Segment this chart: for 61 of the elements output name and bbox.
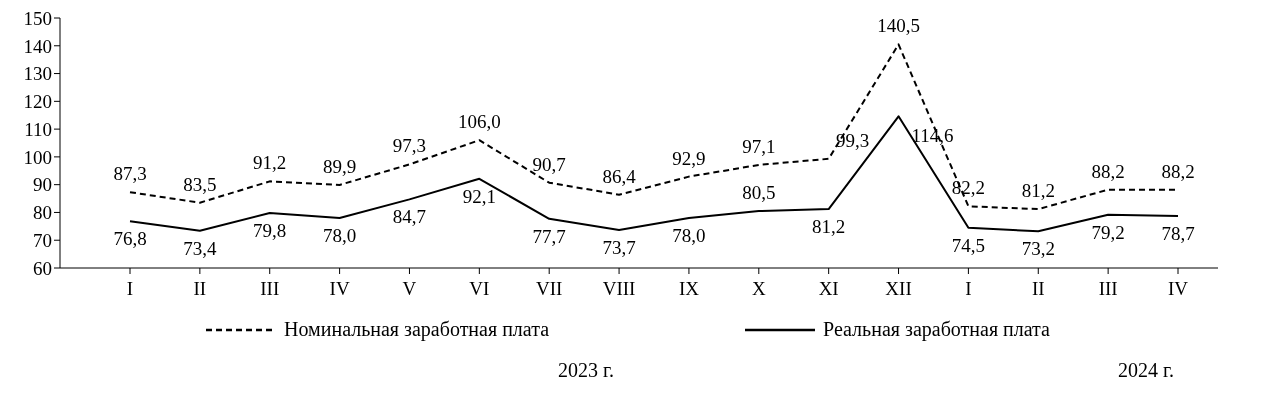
y-tick-label: 120 (23, 91, 52, 113)
data-label: 73,4 (183, 237, 217, 259)
data-label: 87,3 (113, 163, 147, 185)
x-tick-label: XII (885, 278, 912, 300)
x-tick-label: VI (469, 278, 490, 300)
legend-label: Номинальная заработная плата (284, 318, 550, 341)
data-label: 92,1 (462, 185, 496, 207)
data-label: 74,5 (951, 234, 986, 256)
data-label: 92,9 (672, 147, 706, 169)
y-tick-label: 70 (33, 229, 52, 251)
x-tick-label: XI (818, 278, 839, 300)
x-tick-label: IV (329, 278, 350, 300)
data-label: 86,4 (602, 165, 637, 187)
x-tick-label: X (751, 278, 766, 300)
data-label: 90,7 (532, 153, 566, 175)
y-tick-label: 150 (23, 7, 52, 29)
data-label: 80,5 (742, 182, 776, 204)
data-label: 84,7 (392, 206, 427, 228)
x-tick-label: IX (678, 278, 700, 300)
y-tick-label: 110 (24, 118, 52, 140)
data-label: 73,2 (1021, 238, 1055, 260)
data-label: 81,2 (1021, 180, 1055, 202)
data-label: 77,7 (532, 225, 566, 247)
data-label: 76,8 (113, 228, 147, 250)
text: 2024 г. (1118, 359, 1174, 382)
data-label: 81,2 (812, 216, 846, 238)
x-tick-label: IV (1167, 278, 1189, 300)
x-tick-label: III (260, 278, 280, 300)
x-tick-label: II (1031, 278, 1045, 300)
legend-label: Реальная заработная плата (823, 318, 1050, 341)
data-label: 79,8 (253, 220, 287, 241)
x-tick-label: III (1098, 278, 1118, 300)
data-label: 88,2 (1091, 160, 1125, 182)
data-label: 73,7 (602, 236, 636, 258)
x-tick-label: V (402, 278, 417, 300)
data-label: 89,9 (322, 155, 357, 177)
y-tick-label: 60 (33, 257, 52, 279)
data-label: 140,5 (877, 15, 920, 37)
data-label: 99,3 (836, 129, 870, 151)
y-tick-label: 140 (23, 35, 52, 57)
data-label: 83,5 (183, 173, 217, 195)
data-label: 78,0 (322, 225, 357, 246)
data-label: 79,2 (1091, 221, 1125, 243)
data-label: 78,7 (1161, 223, 1195, 245)
data-label: 88,2 (1161, 160, 1195, 182)
text: 2023 г. (558, 359, 614, 382)
data-label: 78,0 (672, 225, 706, 246)
x-tick-label: VII (536, 278, 563, 300)
data-label: 114,6 (911, 125, 954, 147)
data-label: 97,3 (392, 135, 427, 157)
x-tick-label: VIII (602, 278, 636, 300)
y-tick-label: 80 (33, 202, 52, 224)
x-tick-label: I (126, 278, 134, 300)
data-label: 106,0 (457, 111, 501, 133)
y-tick-label: 100 (23, 146, 52, 168)
y-tick-label: 130 (23, 63, 52, 85)
y-tick-label: 90 (33, 174, 52, 196)
data-label: 97,1 (742, 135, 776, 157)
x-tick-label: II (193, 278, 207, 300)
x-tick-label: I (965, 278, 972, 300)
data-label: 91,2 (253, 152, 287, 174)
